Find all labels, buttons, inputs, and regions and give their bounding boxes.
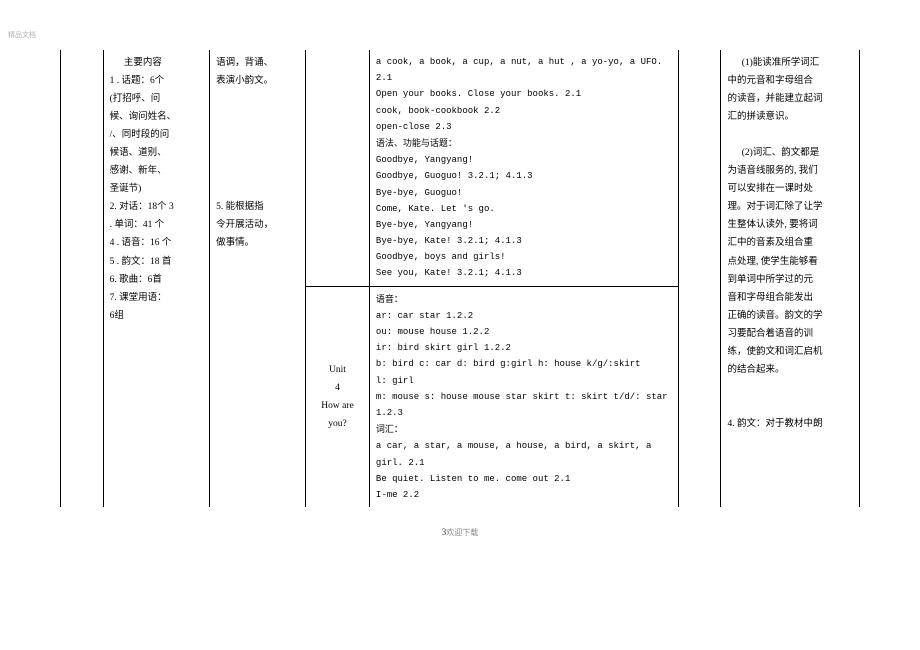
mc-l2: 候、询问姓名、 [110,112,177,122]
lesson-plan-table: 主要内容 1 . 话题：6个 (打招呼、问 候、询问姓名、 /、同时段的问 候语… [60,50,860,507]
n2-10: 习要配合着语音的训 [727,329,813,339]
mc-l6: 圣诞节) [110,184,142,194]
unit4-label-cell: Unit 4 How are you? [306,286,370,507]
n2-8: 音和字母组合能发出 [727,293,813,303]
dlg-3: Come, Kate. Let 's go. [376,204,495,214]
dlg-1: Goodbye, Guoguo! 3.2.1; 4.1.3 [376,171,533,181]
page-wrapper: 主要内容 1 . 话题：6个 (打招呼、问 候、询问姓名、 /、同时段的问 候语… [0,0,920,558]
vcb-1: Be quiet. Listen to me. come out 2.1 [376,474,570,484]
tc-l1: Open your books. Close your books. 2.1 [376,89,581,99]
grammar-dialog-cell: a cook, a book, a cup, a nut, a hut , a … [369,50,678,286]
tc-l2: cook, book-cookbook 2.2 [376,106,500,116]
n1-3: 汇的拼读意识。 [727,112,794,122]
col6-blank [678,50,721,507]
u4-l1: Unit [329,365,346,375]
main-content-title: 主要内容 [110,54,204,72]
vcb-2: I-me 2.2 [376,490,419,500]
col1-blank [61,50,104,507]
mc-l12: 7. 课堂用语： [110,293,167,303]
mc-l0: 1 . 话题：6个 [110,76,165,86]
mc-l9: 4 . 语音：16 个 [110,238,172,248]
mc-l10: 5 . 韵文：18 首 [110,257,172,267]
mc-l7: 2. 对话：18个 3 [110,202,174,212]
main-content-cell: 主要内容 1 . 话题：6个 (打招呼、问 候、询问姓名、 /、同时段的问 候语… [103,50,210,507]
n2-2: 可以安排在一课时处 [727,184,813,194]
snd-1: ou: mouse house 1.2.2 [376,327,489,337]
mc-l13: 6组 [110,311,124,321]
n2-0: (2)词汇、韵文都是 [727,144,853,162]
n1-2: 的读音，并能建立起词 [727,94,822,104]
vocab-title: 词汇： [376,424,403,434]
dlg-7: See you, Kate! 3.2.1; 4.1.3 [376,268,522,278]
u4-l2: 4 [335,383,340,393]
n2-5: 汇中的音素及组合重 [727,238,813,248]
footer-note: 欢迎下载 [446,528,478,537]
ab-p2-2: 做事情。 [216,238,254,248]
tc-l0: a cook, a book, a cup, a nut, a hut , a … [376,57,662,83]
n2-3: 理。对于词汇除了让学 [727,202,822,212]
grammar-title: 语法、功能与话题： [376,138,457,148]
snd-3: b: bird c: car d: bird g:girl h: house k… [376,359,641,369]
mc-l4: 候语、道别、 [110,148,167,158]
dlg-5: Bye-bye, Kate! 3.2.1; 4.1.3 [376,236,522,246]
dlg-2: Bye-bye, Guoguo! [376,188,462,198]
u4-l4: you? [328,419,346,429]
page-footer: 3欢迎下载 [60,527,860,538]
dlg-4: Bye-bye, Yangyang! [376,220,473,230]
dlg-0: Goodbye, Yangyang! [376,155,473,165]
snd-4: l: girl [376,376,414,386]
snd-2: ir: bird skirt girl 1.2.2 [376,343,511,353]
n1-0: (1)能读准所学词汇 [727,54,853,72]
mc-l8: . 单词：41 个 [110,220,165,230]
n2-9: 正确的读音。韵文的学 [727,311,822,321]
notes-cell: (1)能读准所学词汇 中的元音和字母组合 的读音，并能建立起词 汇的拼读意识。 … [721,50,860,507]
ab-p1-0: 语调，背诵、 [216,58,273,68]
ability-cell: 语调，背诵、 表演小韵文。 5. 能根据指 令开展活动， 做事情。 [210,50,306,507]
mc-l5: 感谢、新年、 [110,166,167,176]
ab-p1-1: 表演小韵文。 [216,76,273,86]
snd-5: m: mouse s: house mouse star skirt t: sk… [376,392,668,418]
n2-4: 生整体认读外, 要将词 [727,220,817,230]
n3: 4. 韵文：对于教材中朗 [727,419,822,429]
dlg-6: Goodbye, boys and girls! [376,252,506,262]
n2-12: 的结合起来。 [727,365,784,375]
ab-p2-1: 令开展活动， [216,220,273,230]
mc-l11: 6. 歌曲：6首 [110,275,162,285]
vcb-0: a car, a star, a mouse, a house, a bird,… [376,441,651,467]
ab-p2-0: 5. 能根据指 [216,202,264,212]
n1-1: 中的元音和字母组合 [727,76,813,86]
unit-top-blank [306,50,370,286]
phonics-vocab-cell: 语音： ar: car star 1.2.2 ou: mouse house 1… [369,286,678,507]
n2-1: 为语音线服务的, 我们 [727,166,817,176]
sound-title: 语音： [376,294,403,304]
mc-l1: (打招呼、问 [110,94,161,104]
n2-11: 练，使韵文和词汇启机 [727,347,822,357]
mc-l3: /、同时段的问 [110,130,170,140]
u4-l3: How are [321,401,353,411]
snd-0: ar: car star 1.2.2 [376,311,473,321]
n2-6: 点处理, 使学生能够看 [727,257,817,267]
n2-7: 到单词中所学过的元 [727,275,813,285]
tc-l3: open-close 2.3 [376,122,452,132]
